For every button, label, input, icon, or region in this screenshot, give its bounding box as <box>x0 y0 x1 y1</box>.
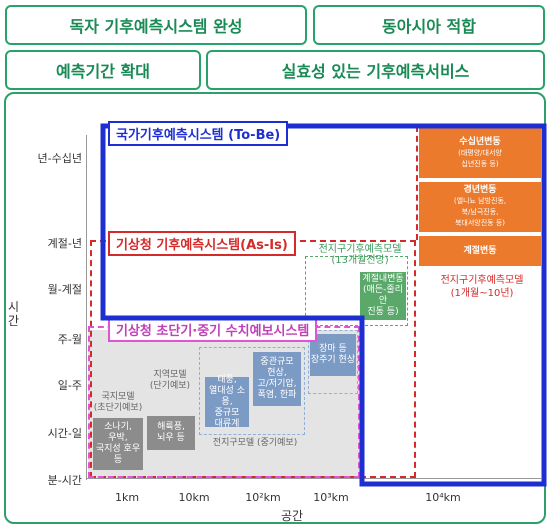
x-label-10000km: 10⁴km <box>425 491 461 504</box>
x-axis-title: 공간 <box>281 509 304 523</box>
global-climate-dashed-region <box>305 256 408 326</box>
monsoon-dashed-region <box>308 330 358 394</box>
tag-east-asia: 동아시아 적합 <box>313 5 545 45</box>
global-mid-dashed-region <box>199 347 305 435</box>
tag-period-extend: 예측기간 확대 <box>5 50 201 90</box>
meso-box: 중관규모 현상, 고/저기압, 폭염, 한파 <box>253 352 301 406</box>
x-label-1000km: 10³km <box>313 491 349 504</box>
regional-model-box: 해륙풍, 뇌우 등 <box>147 416 195 450</box>
tag-own-system: 독자 기후예측시스템 완성 <box>5 5 307 45</box>
tag-east-asia-label: 동아시아 적합 <box>382 17 476 36</box>
monsoon-box: 장마 등 장주기 현상 <box>310 334 356 376</box>
global-mid-label: 전지구모델 (중기예보) <box>212 438 298 448</box>
national-system-title: 국가기후예측시스템 (To-Be) <box>108 121 289 146</box>
decadal-box: 수십년변동 (태평양/대서양 십년진동 등) <box>419 128 541 178</box>
typhoon-box: 태풍, 열대성 소용, 중규모 대류계 <box>205 375 249 429</box>
local-model-label: 국지모델 (초단기예보) <box>93 392 143 413</box>
kma-climate-dashed-right <box>416 126 418 240</box>
tag-effective-service: 실효성 있는 기후예측서비스 <box>206 50 545 90</box>
x-label-10km: 10km <box>178 491 210 504</box>
y-label-hour-day: 시간-일 <box>47 427 82 440</box>
tag-effective-service-label: 실효성 있는 기후예측서비스 <box>281 62 470 81</box>
y-axis-title: 시간 <box>8 300 20 328</box>
x-label-1km: 1km <box>114 491 140 504</box>
interannual-box: 경년변동 (엘니뇨 남방진동, 북/남극진동, 북대서양진동 등) <box>419 182 541 232</box>
x-label-100km: 10²km <box>245 491 281 504</box>
global-climate-label: 전지구기후예측모델 (13개월전망) <box>318 244 402 266</box>
x-axis-line <box>86 478 541 479</box>
y-label-week-month: 주-월 <box>57 333 82 346</box>
y-label-decades: 년-수십년 <box>37 152 82 165</box>
regional-model-label: 지역모델 (단기예보) <box>149 370 191 391</box>
local-model-box: 소나기, 우박, 국지성 호우 등 <box>93 418 143 470</box>
seasonal-inner-box: 계절내변동 (매든-줄리안 진동 등) <box>360 272 406 320</box>
kma-short-title: 기상청 초단기·중기 수치예보시스템 <box>108 317 318 342</box>
kma-climate-title: 기상청 기후예측시스템(As-Is) <box>108 231 296 256</box>
y-axis-line <box>86 135 87 480</box>
y-label-minute-hour: 분-시간 <box>47 474 82 487</box>
seasonal-box: 계절변동 <box>419 236 541 266</box>
y-label-month-season: 월-계절 <box>47 283 82 296</box>
tag-period-extend-label: 예측기간 확대 <box>56 62 150 81</box>
tag-own-system-label: 독자 기후예측시스템 완성 <box>69 17 243 36</box>
global-climate-right-label: 전지구기후예측모델 (1개월~10년) <box>440 275 524 299</box>
y-label-season-year: 계절-년 <box>47 237 82 250</box>
y-label-day-week: 일-주 <box>57 379 82 392</box>
